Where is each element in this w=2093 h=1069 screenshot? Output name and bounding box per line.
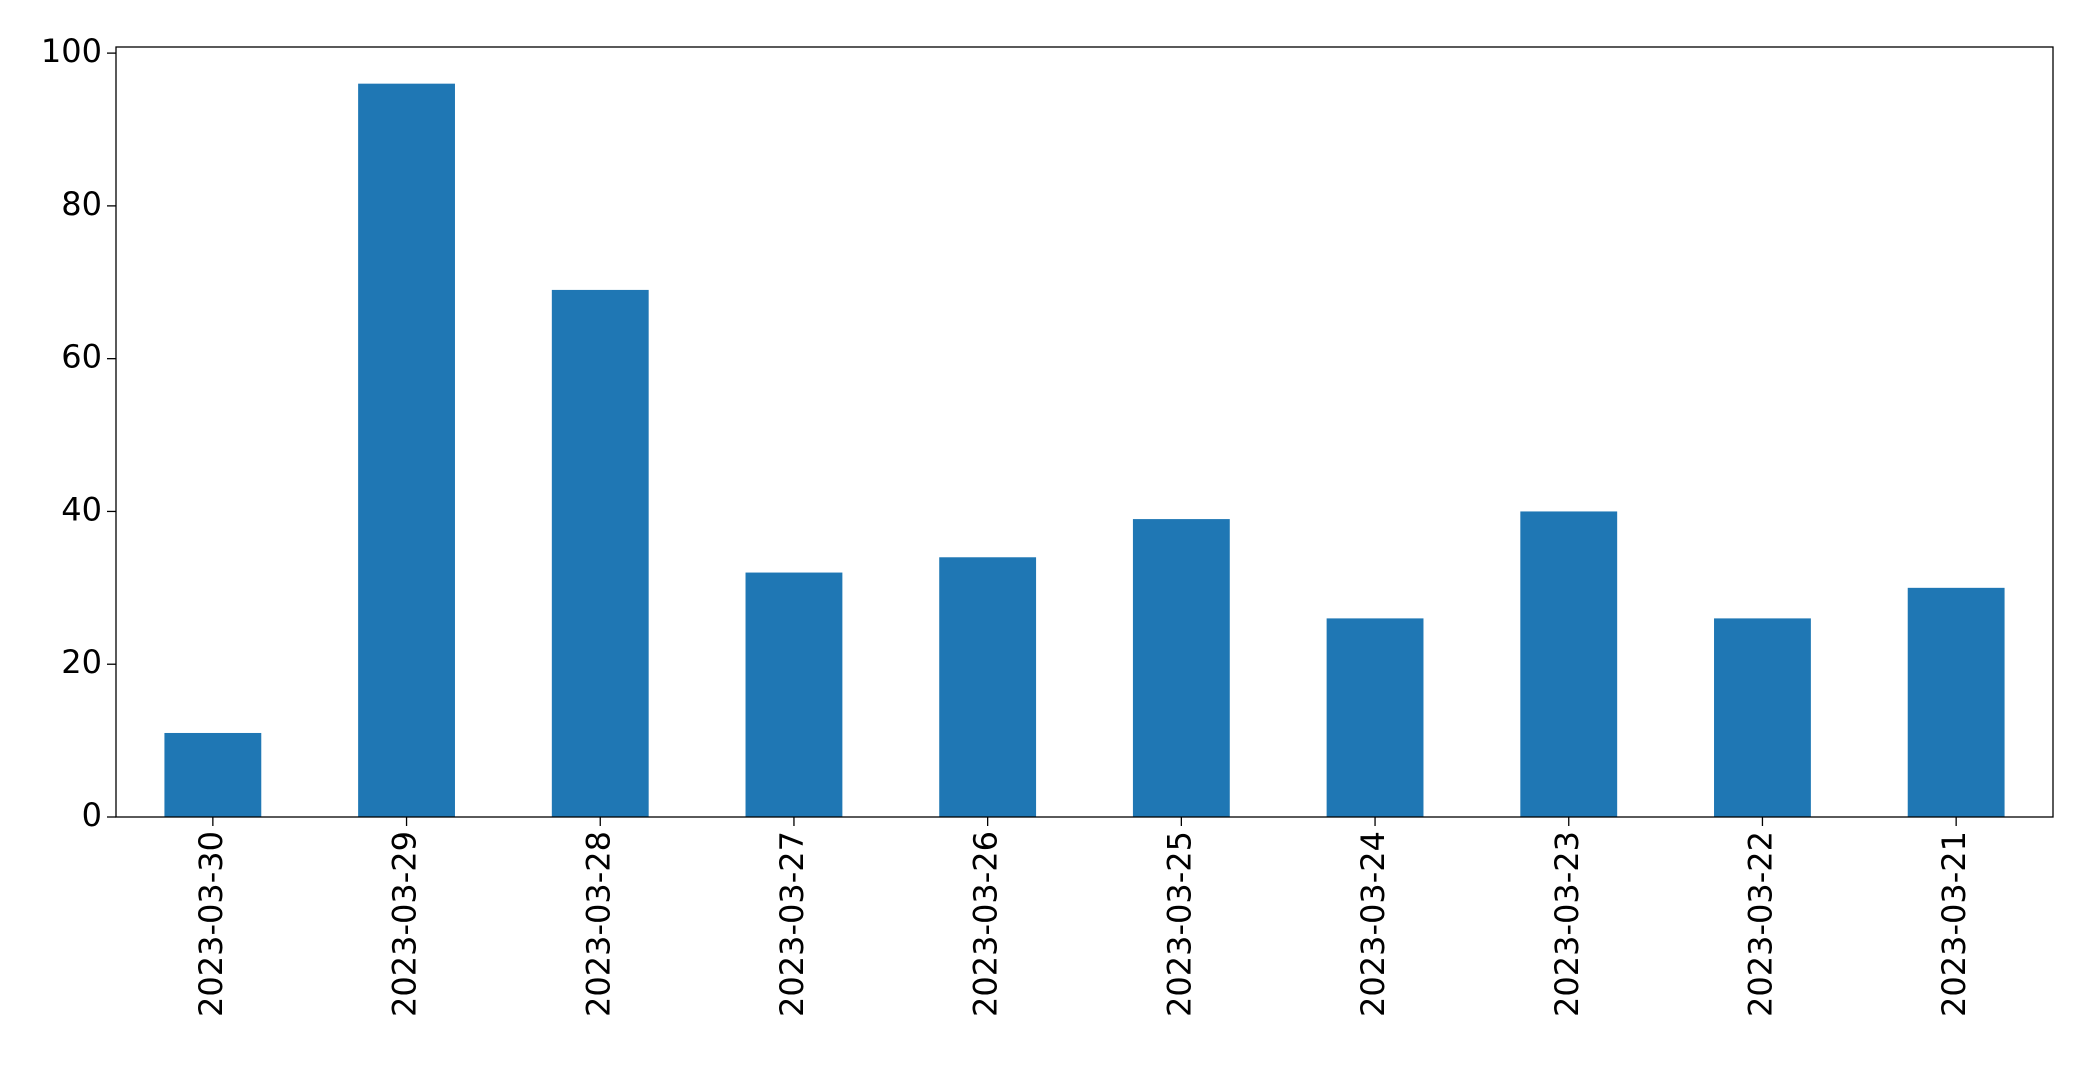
y-tick-label: 20: [61, 643, 102, 681]
axes-frame: [115, 46, 2054, 818]
x-tick-label: 2023-03-30: [192, 831, 230, 1017]
bar: [1326, 618, 1424, 817]
bar: [164, 732, 262, 817]
x-tick-label: 2023-03-23: [1548, 831, 1586, 1017]
y-tick-label: 80: [61, 185, 102, 223]
x-tick-label: 2023-03-27: [773, 831, 811, 1017]
y-tick-label: 40: [61, 490, 102, 528]
y-tick-label: 100: [41, 32, 102, 70]
bar: [1520, 511, 1618, 817]
bar: [745, 572, 843, 817]
x-tick-label: 2023-03-28: [579, 831, 617, 1017]
bar: [939, 557, 1037, 817]
y-tick-label: 0: [82, 796, 102, 834]
y-tick-label: 60: [61, 338, 102, 376]
x-tick-label: 2023-03-29: [386, 831, 424, 1017]
bar: [551, 289, 649, 818]
x-tick-label: 2023-03-26: [967, 831, 1005, 1017]
x-tick-label: 2023-03-24: [1354, 831, 1392, 1017]
bar: [1907, 587, 2005, 817]
x-tick-label: 2023-03-21: [1935, 831, 1973, 1017]
bar: [1132, 519, 1230, 817]
x-tick-label: 2023-03-25: [1160, 831, 1198, 1017]
x-tick-label: 2023-03-22: [1741, 831, 1779, 1017]
bar: [358, 83, 455, 817]
bar: [1714, 618, 1811, 817]
